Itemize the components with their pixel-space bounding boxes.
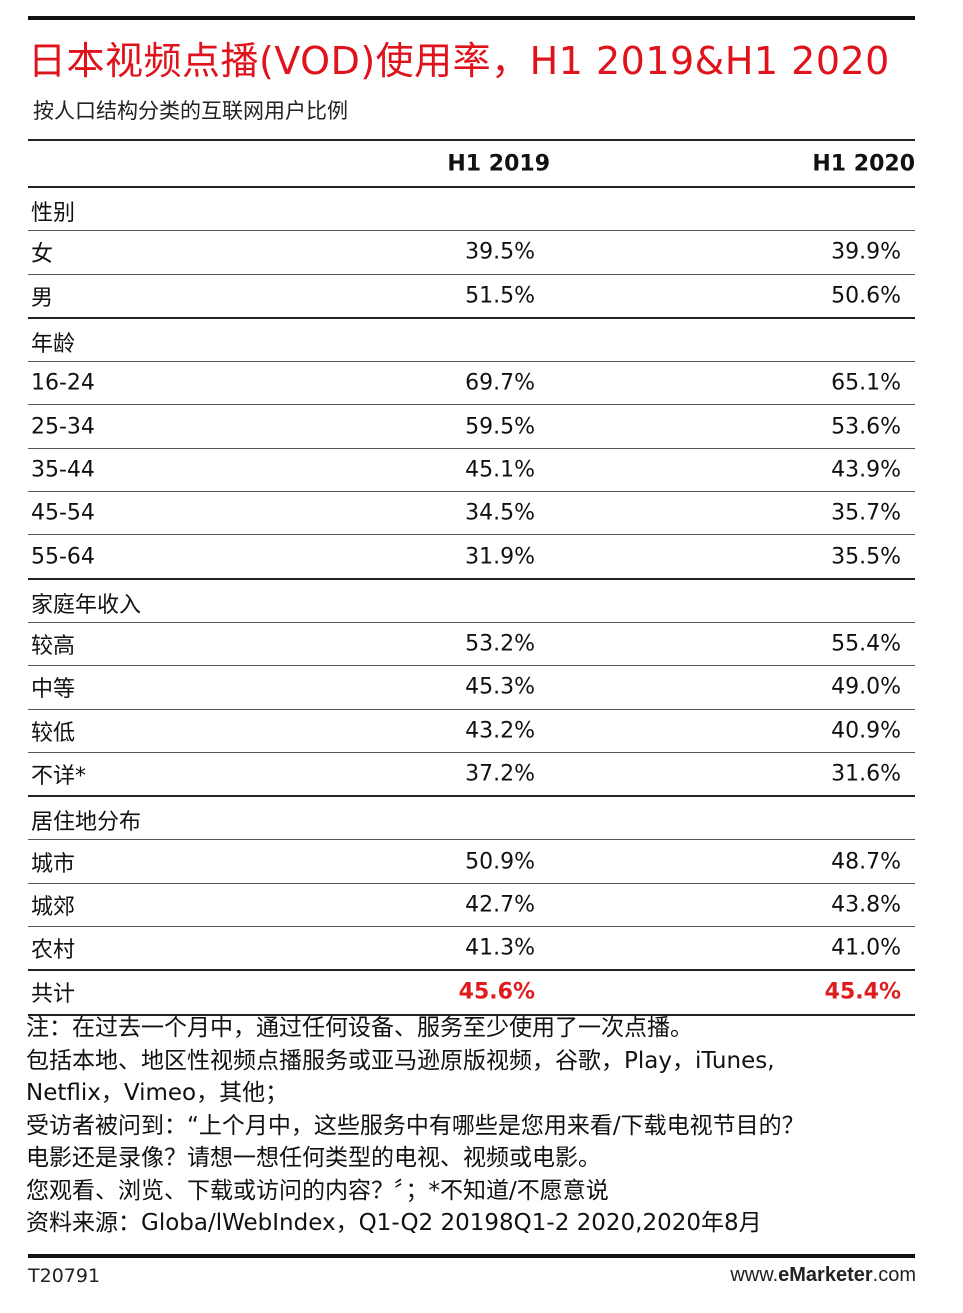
site-url: www.eMarketer.com xyxy=(730,1264,916,1287)
cell-h1-2020: 35.7% xyxy=(831,500,901,526)
cell-h1-2019: 53.2% xyxy=(465,631,535,657)
chart-subtitle: 按人口结构分类的互联网用户比例 xyxy=(33,99,348,123)
table-row: 女 39.5% 39.9% xyxy=(28,231,915,275)
group-row-household-income: 家庭年收入 xyxy=(28,580,915,623)
row-label: 35-44 xyxy=(31,457,95,483)
top-rule xyxy=(28,16,915,20)
row-label: 城郊 xyxy=(31,894,76,920)
site-prefix: www. xyxy=(730,1264,779,1286)
table-row: 25-34 59.5% 53.6% xyxy=(28,405,915,449)
cell-h1-2019: 50.9% xyxy=(465,849,535,875)
cell-h1-2019: 42.7% xyxy=(465,892,535,918)
total-h1-2020: 45.4% xyxy=(824,979,901,1005)
site-brand: eMarketer xyxy=(778,1264,873,1286)
chart-title: 日本视频点播(VOD)使用率，H1 2019&H1 2020 xyxy=(28,39,890,83)
table-row: 16-24 69.7% 65.1% xyxy=(28,362,915,406)
cell-h1-2019: 45.3% xyxy=(465,674,535,700)
table-row: 35-44 45.1% 43.9% xyxy=(28,449,915,493)
cell-h1-2020: 39.9% xyxy=(831,239,901,265)
row-label: 45-54 xyxy=(31,500,95,526)
cell-h1-2020: 53.6% xyxy=(831,414,901,440)
row-label: 较低 xyxy=(31,720,76,746)
row-label: 女 xyxy=(31,242,54,268)
cell-h1-2020: 43.8% xyxy=(831,892,901,918)
row-label: 25-34 xyxy=(31,414,95,440)
table-row: 45-54 34.5% 35.7% xyxy=(28,492,915,536)
cell-h1-2019: 51.5% xyxy=(465,283,535,309)
row-label: 农村 xyxy=(31,938,76,964)
cell-h1-2020: 55.4% xyxy=(831,631,901,657)
footnotes: 注：在过去一个月中，通过任何设备、服务至少使用了一次点播。 包括本地、地区性视频… xyxy=(26,1012,956,1240)
cell-h1-2020: 41.0% xyxy=(831,935,901,961)
total-h1-2019: 45.6% xyxy=(458,979,535,1005)
note-line: Netflix，Vimeo，其他； xyxy=(26,1080,289,1106)
table-row: 不详* 37.2% 31.6% xyxy=(28,753,915,798)
cell-h1-2020: 35.5% xyxy=(831,544,901,570)
table-row: 城市 50.9% 48.7% xyxy=(28,840,915,884)
row-label: 家庭年收入 xyxy=(31,592,142,618)
cell-h1-2019: 43.2% xyxy=(465,718,535,744)
cell-h1-2019: 37.2% xyxy=(465,761,535,787)
row-label: 共计 xyxy=(31,982,76,1008)
row-label: 性别 xyxy=(31,201,76,227)
total-row: 共计 45.6% 45.4% xyxy=(28,971,915,1016)
table-row: 男 51.5% 50.6% xyxy=(28,275,915,319)
site-suffix: .com xyxy=(872,1264,916,1286)
note-line: 注：在过去一个月中，通过任何设备、服务至少使用了一次点播。 xyxy=(26,1015,693,1041)
cell-h1-2020: 31.6% xyxy=(831,761,901,787)
cell-h1-2019: 31.9% xyxy=(465,544,535,570)
row-label: 16-24 xyxy=(31,370,95,396)
row-label: 55-64 xyxy=(31,544,95,570)
table-header-row: H1 2019 H1 2020 xyxy=(28,141,915,188)
row-label: 较高 xyxy=(31,634,76,660)
row-label: 不详* xyxy=(31,764,87,789)
cell-h1-2019: 59.5% xyxy=(465,414,535,440)
cell-h1-2020: 49.0% xyxy=(831,674,901,700)
table-row: 较低 43.2% 40.9% xyxy=(28,710,915,753)
column-header-h1-2019: H1 2019 xyxy=(447,151,550,176)
cell-h1-2019: 45.1% xyxy=(465,457,535,483)
row-label: 中等 xyxy=(31,677,76,703)
note-line: 受访者被问到：“上个月中，这些服务中有哪些是您用来看/下载电视节目的？ xyxy=(26,1112,805,1139)
table-row: 较高 53.2% 55.4% xyxy=(28,623,915,667)
row-label: 居住地分布 xyxy=(31,810,142,836)
cell-h1-2020: 43.9% xyxy=(831,457,901,483)
cell-h1-2020: 48.7% xyxy=(831,849,901,875)
note-line: 包括本地、地区性视频点播服务或亚马逊原版视频，谷歌，Play，iTunes, xyxy=(26,1047,775,1074)
note-line: 电影还是录像？请想一想任何类型的电视、视频或电影。 xyxy=(26,1145,601,1171)
chart-id: T20791 xyxy=(28,1265,101,1287)
group-row-gender: 性别 xyxy=(28,188,915,232)
table-row: 城郊 42.7% 43.8% xyxy=(28,884,915,928)
cell-h1-2019: 41.3% xyxy=(465,935,535,961)
cell-h1-2019: 34.5% xyxy=(465,500,535,526)
cell-h1-2019: 39.5% xyxy=(465,239,535,265)
table-row: 中等 45.3% 49.0% xyxy=(28,666,915,710)
table-row: 55-64 31.9% 35.5% xyxy=(28,535,915,580)
cell-h1-2020: 65.1% xyxy=(831,370,901,396)
row-label: 男 xyxy=(31,285,54,311)
table-row: 农村 41.3% 41.0% xyxy=(28,927,915,972)
row-label: 城市 xyxy=(31,851,76,877)
source-line: 资料来源：Globa/lWebIndex，Q1-Q2 20198Q1-2 202… xyxy=(26,1210,762,1236)
group-row-residence: 居住地分布 xyxy=(28,797,915,841)
header-rule xyxy=(28,139,915,141)
row-label: 年龄 xyxy=(31,332,76,358)
group-row-age: 年龄 xyxy=(28,319,915,363)
bottom-rule xyxy=(28,1254,915,1258)
data-table: H1 2019 H1 2020 性别 女 39.5% 39.9% 男 51.5%… xyxy=(28,141,915,1016)
column-header-h1-2020: H1 2020 xyxy=(812,151,915,176)
cell-h1-2020: 40.9% xyxy=(831,718,901,744)
cell-h1-2020: 50.6% xyxy=(831,283,901,309)
note-line: 您观看、浏览、下载或访问的内容？〞；*不知道/不愿意说 xyxy=(26,1177,609,1204)
cell-h1-2019: 69.7% xyxy=(465,370,535,396)
